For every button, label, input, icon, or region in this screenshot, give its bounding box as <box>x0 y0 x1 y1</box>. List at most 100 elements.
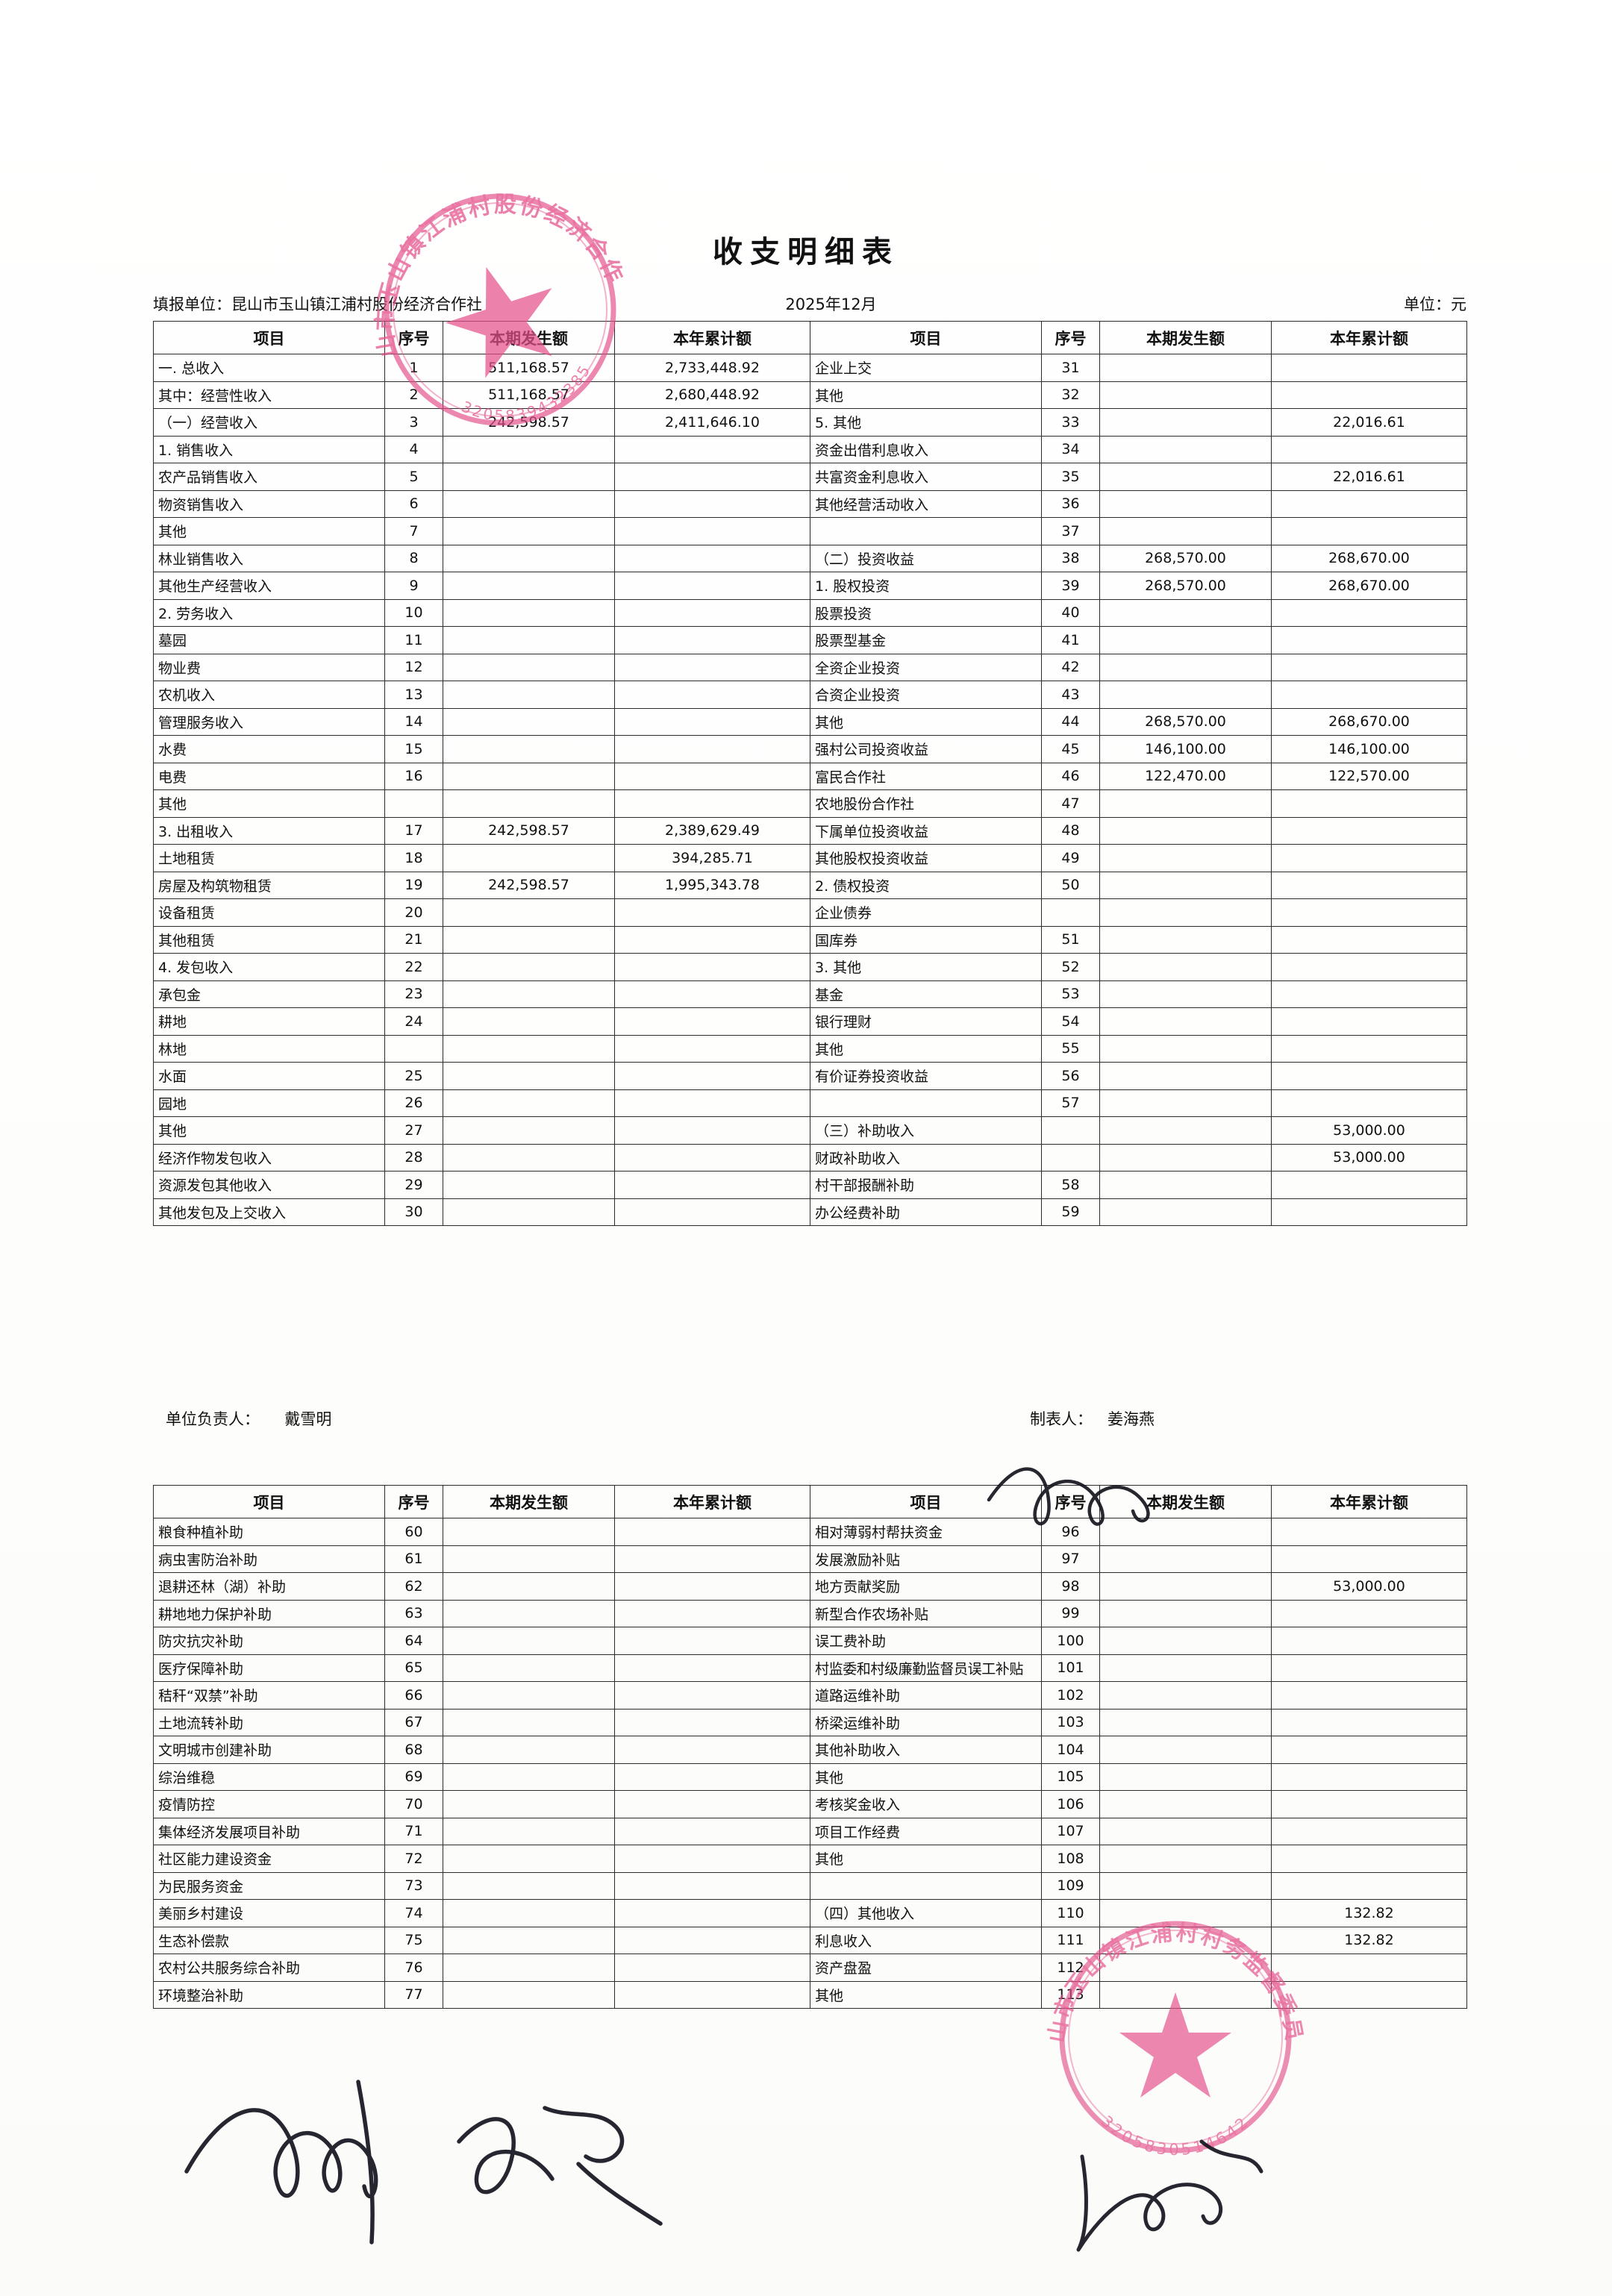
table-row: 水面 25 有价证券投资收益 56 <box>153 1062 1467 1090</box>
row-ytd-right <box>1271 844 1467 872</box>
table-row: 物资销售收入 6 其他经营活动收入 36 <box>153 489 1467 518</box>
table-row: 病虫害防治补助 61 发展激励补贴 97 <box>153 1545 1467 1573</box>
row-seq-right: 96 <box>1041 1518 1100 1546</box>
row-ytd-left <box>614 1926 810 1954</box>
row-current-right <box>1099 844 1272 872</box>
row-ytd-left: 2,411,646.10 <box>614 408 810 437</box>
row-item-label: 其他 <box>153 517 385 545</box>
row-item-label: 美丽乡村建设 <box>153 1899 385 1927</box>
row-ytd-left <box>614 1980 810 2009</box>
row-current-left <box>443 1198 615 1226</box>
row-seq-right: 105 <box>1041 1762 1100 1791</box>
row-ytd-left <box>614 1790 810 1818</box>
row-current-left: 511,168.57 <box>443 381 615 409</box>
row-seq-right: 99 <box>1041 1599 1100 1627</box>
row-current-right: 122,470.00 <box>1099 762 1272 790</box>
table-row: 一. 总收入 1 511,168.57 2,733,448.92 企业上交 31 <box>153 354 1467 382</box>
row-ytd-left <box>614 1116 810 1145</box>
row-seq-left: 61 <box>384 1545 443 1573</box>
row-ytd-left <box>614 489 810 518</box>
row-current-left: 242,598.57 <box>443 871 615 899</box>
row-ytd-left: 2,389,629.49 <box>614 816 810 845</box>
row-ytd-left <box>614 1545 810 1573</box>
row-ytd-left <box>614 653 810 681</box>
row-seq-left: 9 <box>384 572 443 600</box>
row-item-label <box>810 1871 1042 1900</box>
row-current-left <box>443 1143 615 1172</box>
row-current-right <box>1099 1871 1272 1900</box>
row-ytd-right <box>1271 1790 1467 1818</box>
row-current-left <box>443 1980 615 2009</box>
table-row: 房屋及构筑物租赁 19 242,598.57 1,995,343.78 2. 债权投资 5… <box>153 871 1467 899</box>
row-seq-right <box>1041 898 1100 927</box>
row-ytd-left <box>614 1062 810 1090</box>
row-ytd-left <box>614 626 810 654</box>
table-row: 环境整治补助 77 其他 113 <box>153 1980 1467 2009</box>
form-meta-row: 填报单位：昆山市玉山镇江浦村股份经济合作社 2025年12月 单位：元 <box>153 293 1466 315</box>
row-ytd-left: 394,285.71 <box>614 844 810 872</box>
row-seq-left: 68 <box>384 1736 443 1764</box>
row-item-label: 其他 <box>810 707 1042 736</box>
row-item-label: 农地股份合作社 <box>810 789 1042 818</box>
table-row: 经济作物发包收入 28 财政补助收入 53,000.00 <box>153 1143 1467 1172</box>
row-current-left <box>443 1762 615 1791</box>
row-item-label: 疫情防控 <box>153 1790 385 1818</box>
row-item-label: （四）其他收入 <box>810 1899 1042 1927</box>
row-item-label: 其他生产经营收入 <box>153 572 385 600</box>
row-ytd-right <box>1271 1736 1467 1764</box>
row-current-left <box>443 707 615 736</box>
row-item-label: 病虫害防治补助 <box>153 1545 385 1573</box>
row-current-left: 242,598.57 <box>443 408 615 437</box>
row-ytd-left <box>614 1007 810 1036</box>
row-seq-left: 5 <box>384 463 443 491</box>
row-item-label: 3. 出租收入 <box>153 816 385 845</box>
row-ytd-right: 268,670.00 <box>1271 572 1467 600</box>
row-ytd-right <box>1271 925 1467 954</box>
row-current-left <box>443 1627 615 1655</box>
row-ytd-right <box>1271 517 1467 545</box>
row-ytd-left <box>614 1899 810 1927</box>
row-ytd-right <box>1271 626 1467 654</box>
row-ytd-left <box>614 1845 810 1873</box>
row-seq-left <box>384 1034 443 1063</box>
row-seq-right: 100 <box>1041 1627 1100 1655</box>
row-ytd-left <box>614 1572 810 1601</box>
income-detail-table-part1: 项目 序号 本期发生额 本年累计额 项目 序号 本期发生额 本年累计额 一. 总… <box>153 321 1467 1226</box>
row-seq-right: 108 <box>1041 1845 1100 1873</box>
row-ytd-left <box>614 544 810 572</box>
row-seq-right: 54 <box>1041 1007 1100 1036</box>
row-current-right <box>1099 953 1272 981</box>
table-row: 其中：经营性收入 2 511,168.57 2,680,448.92 其他 32 <box>153 381 1467 409</box>
row-seq-left: 13 <box>384 681 443 709</box>
row-seq-left: 23 <box>384 980 443 1008</box>
row-ytd-left <box>614 1871 810 1900</box>
col-current-right: 本期发生额 <box>1099 1485 1272 1518</box>
table-row: 退耕还林（湖）补助 62 地方贡献奖励 98 53,000.00 <box>153 1572 1467 1601</box>
row-item-label: 村干部报酬补助 <box>810 1171 1042 1199</box>
row-item-label: 其他补助收入 <box>810 1736 1042 1764</box>
row-seq-right: 110 <box>1041 1899 1100 1927</box>
row-seq-right: 38 <box>1041 544 1100 572</box>
row-item-label: 基金 <box>810 980 1042 1008</box>
row-current-right <box>1099 1681 1272 1710</box>
row-current-left <box>443 1845 615 1873</box>
row-current-right <box>1099 1143 1272 1172</box>
row-ytd-right <box>1271 681 1467 709</box>
row-item-label: 新型合作农场补贴 <box>810 1599 1042 1627</box>
row-seq-left: 15 <box>384 735 443 763</box>
row-item-label: 承包金 <box>153 980 385 1008</box>
row-seq-left: 6 <box>384 489 443 518</box>
row-current-right: 268,570.00 <box>1099 572 1272 600</box>
row-current-left <box>443 653 615 681</box>
row-seq-left: 26 <box>384 1089 443 1117</box>
table-row: 物业费 12 全资企业投资 42 <box>153 653 1467 681</box>
row-item-label: 1. 销售收入 <box>153 435 385 463</box>
row-ytd-left <box>614 1034 810 1063</box>
row-ytd-left: 1,995,343.78 <box>614 871 810 899</box>
row-item-label: 耕地地力保护补助 <box>153 1599 385 1627</box>
row-seq-right: 44 <box>1041 707 1100 736</box>
row-current-right <box>1099 1007 1272 1036</box>
row-current-left <box>443 898 615 927</box>
row-seq-left: 75 <box>384 1926 443 1954</box>
reporting-unit: 填报单位：昆山市玉山镇江浦村股份经济合作社 <box>153 293 482 315</box>
